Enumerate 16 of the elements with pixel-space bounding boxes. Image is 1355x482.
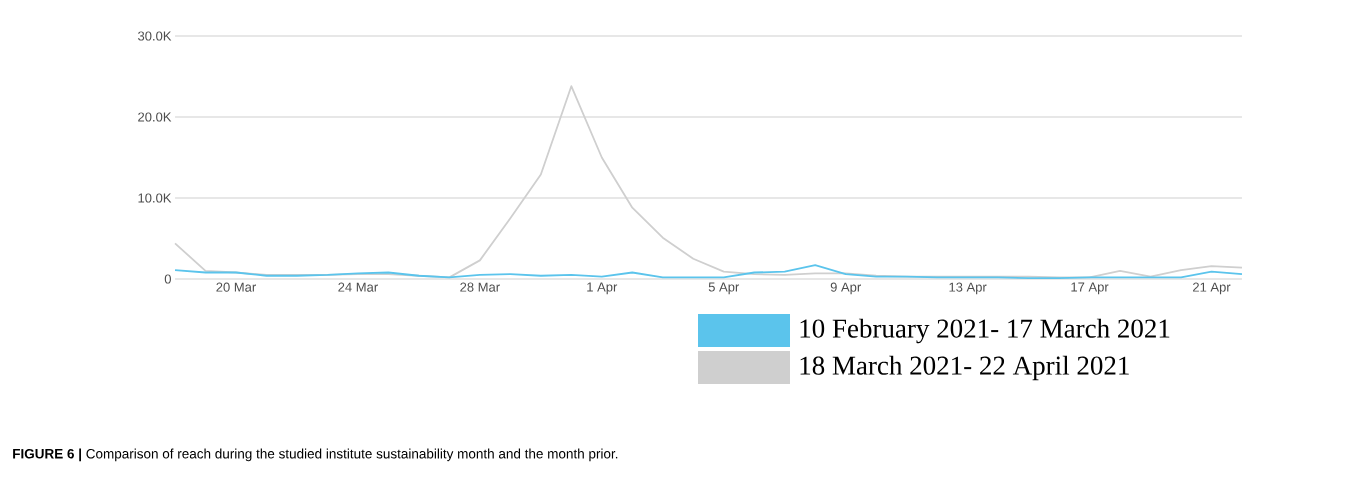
y-tick-label: 20.0K bbox=[138, 112, 172, 122]
x-tick-label: 28 Mar bbox=[460, 282, 500, 292]
x-tick-label: 5 Apr bbox=[708, 282, 740, 295]
legend-label: 10 February 2021- 17 March 2021 bbox=[800, 318, 1170, 344]
y-tick-label: 30.0K bbox=[138, 31, 172, 41]
x-tick-label: 13 Apr bbox=[949, 282, 987, 295]
x-tick-label: 9 Apr bbox=[830, 282, 861, 295]
y-tick-label: 0 bbox=[164, 274, 171, 284]
x-tick-label: 20 Mar bbox=[216, 282, 256, 292]
y-tick-label: 10.0K bbox=[138, 193, 172, 203]
x-tick-label: 17 Apr bbox=[1071, 282, 1109, 295]
text: FIGURE 6 | Comparison of reach during the studied institute sustainability month and the month prior. bbox=[13, 448, 618, 462]
x-tick-label: 21 Apr bbox=[1193, 282, 1231, 295]
x-tick-label: 1 Apr bbox=[587, 282, 618, 295]
x-tick-label: 24 Mar bbox=[338, 282, 378, 292]
legend-label: 18 March 2021- 22 April 2021 bbox=[800, 355, 1129, 381]
